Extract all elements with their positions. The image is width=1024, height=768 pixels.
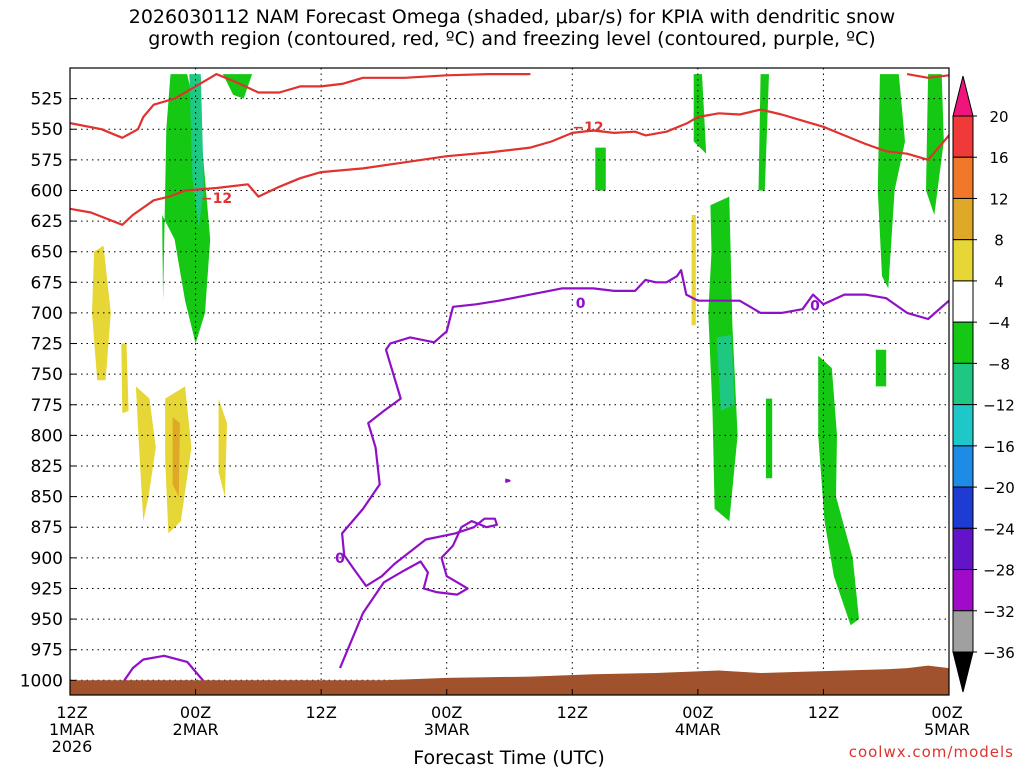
colorbar-label: −20 [983, 479, 1015, 497]
y-tick-label: 525 [31, 90, 63, 110]
y-tick-label: 675 [31, 273, 63, 293]
contour-label: 0 [810, 299, 820, 315]
colorbar-swatch [952, 527, 974, 571]
colorbar-label: 12 [989, 190, 1008, 208]
omega-region-11 [877, 74, 905, 289]
x-tick-label: 12Z [557, 703, 588, 722]
y-tick-label: 850 [31, 488, 63, 508]
chart-title: 2026030112 NAM Forecast Omega (shaded, μ… [0, 6, 1024, 50]
x-tick-label: 1MAR [49, 720, 95, 739]
plot-frame [69, 67, 950, 696]
colorbar-swatch [952, 239, 974, 282]
y-tick-label: 800 [31, 426, 63, 446]
colorbar-swatch [952, 569, 974, 612]
colorbar-label: −32 [983, 603, 1015, 621]
y-tick-label: 625 [31, 212, 63, 232]
colorbar-label: −16 [983, 438, 1015, 456]
contour-line-6 [119, 654, 207, 688]
chart-title-line2: growth region (contoured, red, ºC) and f… [148, 28, 876, 50]
colorbar-swatch [952, 115, 974, 158]
colorbar-label: −24 [983, 520, 1015, 538]
colorbar-swatch [952, 362, 974, 406]
omega-region-19 [172, 417, 180, 497]
y-tick-label: 725 [31, 335, 63, 355]
colorbar-swatch [952, 610, 974, 653]
colorbar-swatch [952, 280, 974, 323]
y-tick-label: 875 [31, 518, 63, 538]
x-tick-label: 12Z [808, 703, 839, 722]
x-axis-label: Forecast Time (UTC) [413, 747, 604, 768]
colorbar-swatch [952, 156, 974, 199]
colorbar-label: −12 [983, 397, 1015, 415]
x-tick-label: 5MAR [924, 720, 970, 739]
x-tick-label: 00Z [431, 703, 462, 722]
omega-region-6 [716, 335, 735, 411]
y-tick-label: 900 [31, 549, 63, 569]
y-tick-label: 950 [31, 610, 63, 630]
omega-region-8 [765, 398, 773, 479]
omega-region-10 [875, 349, 887, 387]
x-tick-label: 12Z [56, 703, 87, 722]
omega-region-4 [693, 74, 707, 154]
contour-label: 0 [335, 551, 345, 567]
x-tick-label: 00Z [931, 703, 962, 722]
y-tick-label: 775 [31, 396, 63, 416]
y-tick-label: 700 [31, 304, 63, 324]
y-tick-label: 600 [31, 181, 63, 201]
contour-label: −12 [201, 191, 232, 207]
contour-line-1 [70, 108, 949, 226]
colorbar-label: −8 [988, 355, 1010, 373]
contour-line-3 [338, 269, 949, 669]
contour-line-0 [70, 72, 531, 139]
x-tick-label: 12Z [305, 703, 336, 722]
y-tick-label: 750 [31, 365, 63, 385]
x-tick-label: 2026 [52, 737, 93, 756]
chart-title-line1: 2026030112 NAM Forecast Omega (shaded, μ… [128, 6, 896, 28]
omega-region-15 [135, 386, 156, 522]
colorbar-label: 8 [994, 232, 1004, 250]
omega-region-13 [92, 245, 111, 381]
y-tick-label: 1000 [20, 671, 63, 691]
x-tick-label: 00Z [682, 703, 713, 722]
contour-label: 0 [576, 296, 586, 312]
x-tick-label: 2MAR [173, 720, 219, 739]
colorbar-label: 20 [989, 108, 1008, 126]
colorbar-label: 16 [989, 149, 1008, 167]
colorbar-top-arrow [952, 75, 974, 117]
omega-region-3 [595, 147, 606, 191]
y-tick-label: 575 [31, 151, 63, 171]
colorbar-label: −28 [983, 562, 1015, 580]
y-tick-label: 650 [31, 243, 63, 263]
omega-region-17 [218, 398, 227, 497]
omega-region-0 [162, 74, 211, 344]
colorbar-swatch [952, 404, 974, 447]
x-tick-label: 4MAR [675, 720, 721, 739]
y-tick-label: 925 [31, 579, 63, 599]
colorbar-swatch [952, 321, 974, 364]
omega-region-18 [691, 215, 696, 326]
source-label: coolwx.com/models [848, 743, 1014, 761]
omega-region-12 [926, 74, 944, 215]
colorbar-label: 4 [994, 273, 1004, 291]
colorbar-label: −4 [988, 314, 1010, 332]
y-tick-label: 825 [31, 457, 63, 477]
terrain-ground [70, 665, 949, 695]
omega-region-9 [818, 355, 859, 626]
x-tick-label: 00Z [180, 703, 211, 722]
contour-line-2 [906, 73, 949, 79]
contour-label: −12 [572, 120, 603, 136]
colorbar-label: −36 [983, 644, 1015, 662]
colorbar-swatch [952, 486, 974, 529]
omega-region-14 [121, 343, 129, 414]
x-tick-label: 3MAR [424, 720, 470, 739]
contour-line-7 [504, 478, 511, 483]
colorbar-swatch [952, 197, 974, 241]
y-tick-label: 975 [31, 641, 63, 661]
omega-region-7 [758, 74, 769, 191]
colorbar-swatch [952, 445, 974, 488]
y-tick-label: 550 [31, 120, 63, 140]
colorbar-bottom-arrow [952, 651, 974, 693]
